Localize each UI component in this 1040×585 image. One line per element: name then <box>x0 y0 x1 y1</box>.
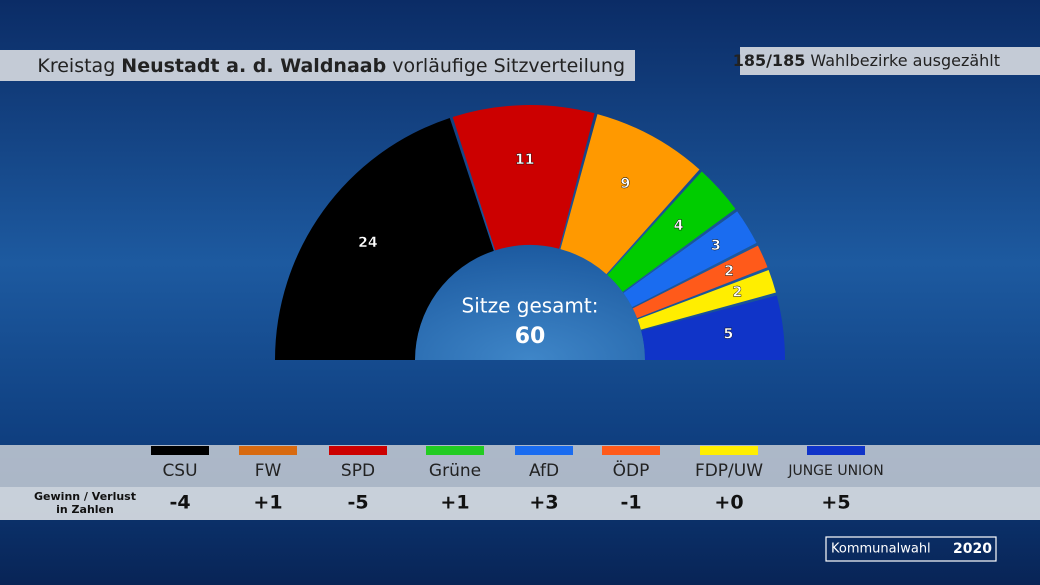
change-value: -4 <box>169 492 190 514</box>
legend-swatch <box>426 446 484 455</box>
change-title: Gewinn / Verlust <box>34 490 136 503</box>
legend-name: ÖDP <box>613 459 650 481</box>
change-value: +0 <box>714 492 743 514</box>
seat-segment <box>641 295 785 360</box>
badge-label: Kommunalwahl <box>831 542 931 557</box>
change-value: +5 <box>821 492 850 514</box>
seat-label: 5 <box>723 326 733 342</box>
badge-frame <box>825 536 997 562</box>
seat-segment <box>275 117 494 360</box>
change-value: +1 <box>253 492 282 514</box>
change-value: +1 <box>440 492 469 514</box>
seat-segment <box>637 270 776 330</box>
legend-swatch <box>151 446 209 455</box>
total: 60 <box>515 324 546 349</box>
legend-name: SPD <box>341 461 375 481</box>
badge-year: 2020 <box>953 541 992 557</box>
count-label: Wahlbezirke ausgezählt <box>810 51 1000 70</box>
change-value: +3 <box>529 492 558 514</box>
legend-swatch <box>515 446 573 455</box>
seat-segment <box>560 114 700 275</box>
title-suffix: vorläufige Sitzverteilung <box>392 55 625 77</box>
legend-swatch <box>807 446 865 455</box>
legend-name: FW <box>255 461 282 481</box>
legend-swatch <box>239 446 297 455</box>
seat-label: 2 <box>732 285 742 301</box>
seat-segment <box>623 211 757 308</box>
legend-name: Grüne <box>429 461 481 481</box>
title-prefix: Kreistag <box>37 55 115 77</box>
legend-swatch <box>700 446 758 455</box>
chart-title: Kreistag Neustadt a. d. Waldnaab vorläuf… <box>37 55 625 77</box>
seat-label: 9 <box>621 176 631 192</box>
title-bar <box>0 50 635 81</box>
title-region: Neustadt a. d. Waldnaab <box>121 55 386 77</box>
seat-label: 11 <box>515 152 534 168</box>
seat-segment <box>607 171 736 292</box>
seat-segment <box>632 245 768 319</box>
seat-label: 4 <box>674 218 684 234</box>
count-progress: 185/185 <box>733 51 806 70</box>
change-value: -5 <box>347 492 368 514</box>
inner-circle <box>415 245 645 360</box>
seat-label: 24 <box>358 235 378 251</box>
seat-label: 3 <box>711 238 721 254</box>
seat-segment <box>452 105 595 251</box>
change-title: in Zahlen <box>56 503 114 516</box>
legend-name: AfD <box>529 461 559 481</box>
change-band <box>0 487 1040 520</box>
legend-swatch <box>329 446 387 455</box>
legend-swatch <box>602 446 660 455</box>
total-label: Sitze gesamt: <box>462 294 599 318</box>
change-value: -1 <box>620 492 641 514</box>
legend-name: JUNGE UNION <box>787 463 883 479</box>
seat-label: 2 <box>724 263 734 279</box>
legend-name: CSU <box>162 461 197 481</box>
count: 185/185 Wahlbezirke ausgezählt <box>733 51 1000 70</box>
legend-name: FDP/UW <box>695 461 763 481</box>
count-bar <box>740 47 1040 75</box>
